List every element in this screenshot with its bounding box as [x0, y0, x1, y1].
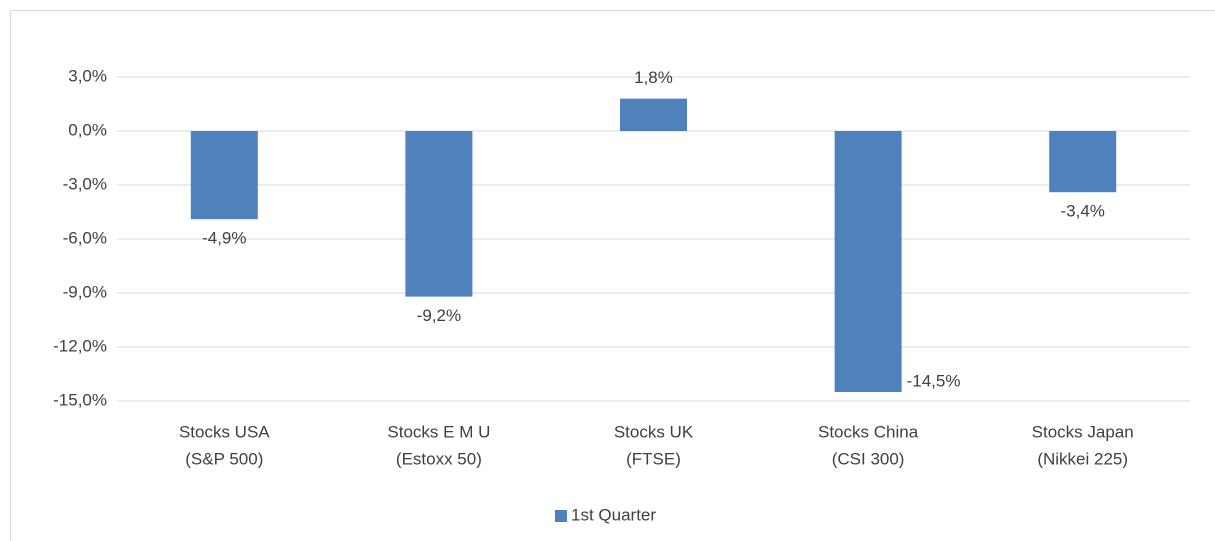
x-tick-label: (S&P 500) [185, 449, 263, 468]
bar [1049, 131, 1117, 193]
data-label: 1,8% [634, 68, 673, 87]
x-tick-label: Stocks E M U [387, 422, 490, 441]
x-tick-label: (Nikkei 225) [1037, 449, 1128, 468]
x-tick-label: (CSI 300) [832, 449, 905, 468]
bar [190, 131, 258, 220]
bar [834, 131, 902, 392]
x-tick-label: Stocks UK [614, 422, 694, 441]
x-tick-label: (Estoxx 50) [396, 449, 482, 468]
y-tick-label: -6,0% [63, 228, 107, 247]
y-tick-label: -9,0% [63, 282, 107, 301]
bar [405, 131, 473, 297]
x-tick-label: (FTSE) [626, 449, 681, 468]
x-tick-label: Stocks Japan [1032, 422, 1134, 441]
y-tick-label: -15,0% [53, 390, 107, 409]
y-tick-label: -3,0% [63, 174, 107, 193]
data-label: -4,9% [202, 229, 246, 248]
legend-swatch [555, 510, 567, 522]
y-tick-label: -12,0% [53, 336, 107, 355]
chart-border [10, 10, 1215, 541]
x-tick-label: Stocks USA [179, 422, 270, 441]
legend-label: 1st Quarter [571, 505, 656, 524]
bar [620, 98, 687, 131]
data-label: -3,4% [1060, 202, 1104, 221]
y-tick-label: 3,0% [68, 66, 107, 85]
data-label: -9,2% [417, 306, 461, 325]
data-label: -14,5% [907, 371, 961, 390]
x-tick-label: Stocks China [818, 422, 919, 441]
y-tick-label: 0,0% [68, 120, 107, 139]
